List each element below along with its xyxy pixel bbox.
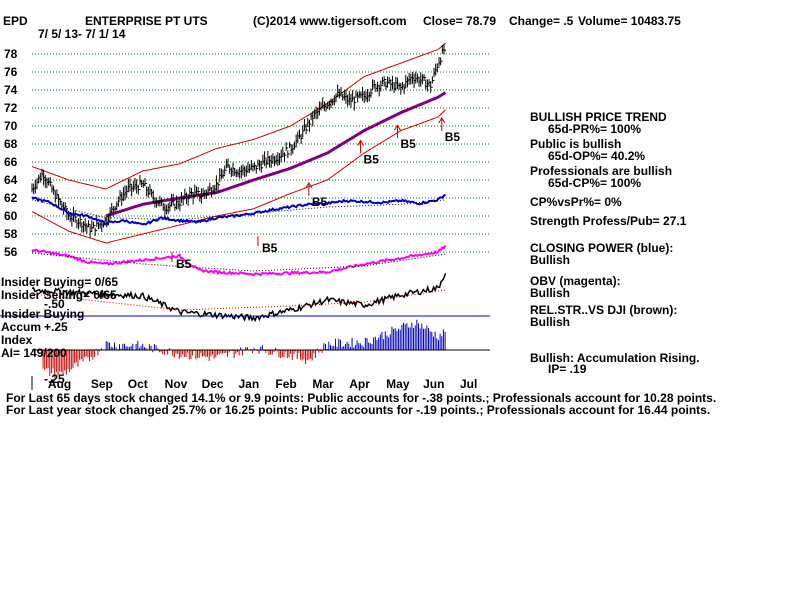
- y-tick-label: 74: [4, 83, 18, 97]
- close-value: Close= 78.79: [423, 14, 497, 28]
- y-tick-label: 64: [4, 173, 18, 187]
- obv-series: [31, 245, 447, 277]
- y-tick-label: 78: [4, 47, 18, 61]
- date-range: 7/ 5/ 13- 7/ 1/ 14: [38, 27, 126, 41]
- relstr-state: Bullish: [530, 315, 571, 329]
- insider-selling: Insider Selling= 0/65: [1, 288, 117, 302]
- obv-signal-label: B5: [176, 257, 192, 271]
- signal-arrowhead: [357, 139, 364, 146]
- pr-value: 65d-PR%= 100%: [548, 122, 642, 136]
- footer-65day: For Last 65 days stock changed 14.1% or …: [6, 391, 717, 405]
- accum-neg50: -.50: [44, 297, 65, 311]
- public-state: Public is bullish: [530, 137, 622, 151]
- x-tick-label: May: [386, 377, 410, 391]
- ai-value: AI= 149/200: [1, 346, 67, 360]
- x-axis-labels: Aug Sep Oct Nov Dec Jan Feb Mar Apr May Jun Jul: [48, 377, 477, 391]
- y-tick-label: 72: [4, 101, 18, 115]
- obv-state: Bullish: [530, 286, 571, 300]
- ip-value: IP= .19: [548, 362, 587, 376]
- trend-title: BULLISH PRICE TREND: [530, 110, 667, 124]
- x-tick-label: Sep: [91, 377, 113, 391]
- x-tick-label: Oct: [128, 377, 148, 391]
- y-tick-label: 68: [4, 137, 18, 151]
- x-tick-label: Mar: [312, 377, 334, 391]
- accumulation-histogram: [32, 319, 490, 378]
- relative-strength-line: [31, 272, 447, 323]
- cpvspr-value: CP%vsPr%= 0%: [530, 195, 622, 209]
- y-axis-labels: 78 76 74 72 70 68 66 64 62 60 58 56: [4, 47, 18, 259]
- x-tick-label: Nov: [165, 377, 188, 391]
- accum-text: Bullish: Accumulation Rising.: [530, 351, 700, 365]
- signal-label: B5: [364, 153, 380, 167]
- footer-year: For Last year stock changed 25.7% or 16.…: [6, 403, 711, 417]
- signal-label: B5: [312, 195, 328, 209]
- strength-value: Strength Profess/Pub= 27.1: [530, 214, 687, 228]
- obv-label: OBV (magenta):: [530, 274, 621, 288]
- price-bars: [31, 43, 446, 239]
- pros-state: Professionals are bullish: [530, 164, 673, 178]
- y-tick-label: 56: [4, 245, 18, 259]
- closing-power-line: [31, 193, 446, 226]
- insider-buying-label: Insider Buying: [1, 307, 85, 321]
- signal-arrowhead: [438, 117, 446, 124]
- insider-buying: Insider Buying= 0/65: [1, 275, 119, 289]
- y-tick-label: 76: [4, 65, 18, 79]
- price-bands: [31, 42, 446, 244]
- index-label: Index: [1, 333, 33, 347]
- accum-neg25: -.25: [44, 372, 65, 386]
- ticker: EPD: [3, 14, 28, 28]
- cp-signal-label: B5: [262, 241, 278, 255]
- lower-band: [31, 109, 446, 244]
- x-tick-label: Feb: [275, 377, 296, 391]
- price-gridlines: [32, 53, 490, 253]
- accum-level: +.25: [44, 320, 68, 334]
- y-tick-label: 66: [4, 155, 18, 169]
- copyright: (C)2014 www.tigersoft.com: [253, 14, 407, 28]
- op-value: 65d-OP%= 40.2%: [548, 149, 646, 163]
- signal-arrowhead: [305, 181, 313, 189]
- x-tick-label: Jun: [423, 377, 444, 391]
- relstr-ma: [31, 289, 446, 311]
- x-tick-label: Dec: [202, 377, 224, 391]
- company-name: ENTERPRISE PT UTS: [85, 14, 208, 28]
- change-value: Change= .5: [509, 14, 574, 28]
- x-tick-label: Aug: [48, 377, 71, 391]
- signal-label: B5: [400, 137, 416, 151]
- y-tick-label: 62: [4, 191, 18, 205]
- x-tick-label: Jul: [460, 377, 477, 391]
- cp-value: 65d-CP%= 100%: [548, 176, 642, 190]
- closing-power-label: CLOSING POWER (blue):: [530, 241, 674, 255]
- y-tick-label: 70: [4, 119, 18, 133]
- closing-power-state: Bullish: [530, 253, 571, 267]
- obv-line: [31, 245, 447, 277]
- y-tick-label: 58: [4, 227, 18, 241]
- volume-value: Volume= 10483.75: [578, 14, 681, 28]
- upper-band: [31, 42, 446, 190]
- x-tick-label: Jan: [239, 377, 260, 391]
- y-tick-label: 60: [4, 209, 18, 223]
- accum-label: Accum: [1, 320, 42, 334]
- x-tick-label: Apr: [349, 377, 370, 391]
- obv-ma: [31, 252, 446, 272]
- signal-label: B5: [445, 130, 461, 144]
- closing-power-series: [31, 193, 446, 226]
- signal-annotations: B5 B5 B5 B5 B5 B5: [171, 117, 461, 271]
- relstr-series: [31, 272, 447, 323]
- signal-arrowhead: [394, 124, 401, 131]
- relstr-label: REL.STR..VS DJI (brown):: [530, 303, 678, 317]
